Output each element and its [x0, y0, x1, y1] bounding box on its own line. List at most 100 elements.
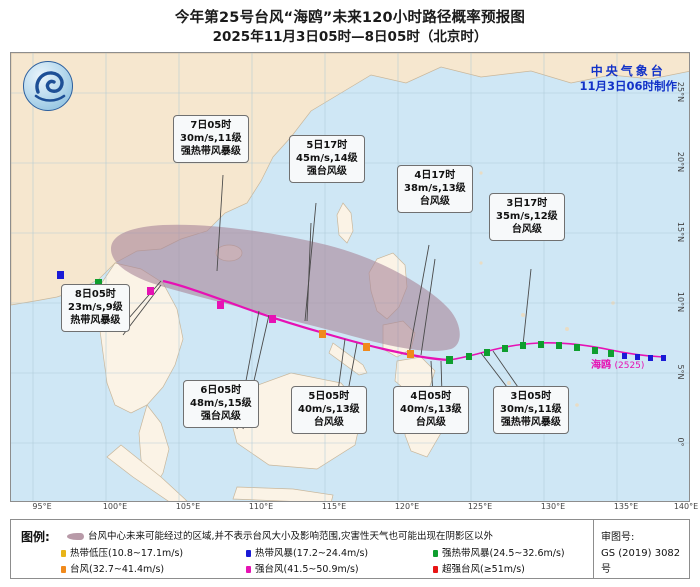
callout-category: 强热带风暴级 [500, 417, 561, 428]
map-canvas[interactable]: 中央气象台 11月3日06时制作 海鸥 (2525) 7日05时 30m/s,1… [10, 52, 690, 502]
callout-time: 5日05时 [308, 391, 350, 402]
callout-wind: 30m/s,11级 [180, 133, 242, 144]
map-geometry [11, 53, 689, 501]
callout-category: 台风级 [419, 196, 450, 207]
lon-tick: 120°E [394, 502, 420, 511]
lat-tick: 15°N [676, 221, 685, 243]
map-approval-number: GS (2019) 3082号 [601, 548, 681, 575]
cone-swatch-icon [67, 533, 84, 540]
landmass-taiwan [336, 202, 354, 244]
agency-issue-time: 11月3日06时制作 [579, 79, 677, 93]
page-title: 今年第25号台风“海鸥”未来120小时路径概率预报图 2025年11月3日05时… [0, 8, 700, 47]
lat-tick: 20°N [676, 151, 685, 173]
lon-tick: 140°E [673, 502, 699, 511]
legend-cat-range: (10.8~17.1m/s) [108, 548, 184, 559]
callout-wind: 30m/s,11级 [500, 404, 562, 415]
callout-category: 强台风级 [306, 166, 347, 177]
lon-tick: 115°E [321, 502, 347, 511]
legend-item-超强台风: 超强台风(≥51m/s) [433, 561, 525, 575]
lon-tick: 125°E [467, 502, 493, 511]
agency-watermark: 中央气象台 11月3日06时制作 [579, 63, 677, 94]
callout-6日05时[interactable]: 6日05时 48m/s,15级 强台风级 [183, 380, 259, 428]
agency-name: 中央气象台 [590, 64, 666, 78]
callout-4日17时[interactable]: 4日17时 38m/s,13级 台风级 [397, 165, 473, 213]
landmass-sumatra [106, 444, 188, 501]
callout-time: 3日17时 [506, 198, 548, 209]
callout-wind: 40m/s,13级 [298, 404, 360, 415]
callout-wind: 35m/s,12级 [496, 211, 558, 222]
callout-5日05时[interactable]: 5日05时 40m/s,13级 台风级 [291, 386, 367, 434]
legend-item-热带风暴: 热带风暴(17.2~24.4m/s) [246, 545, 368, 559]
callout-time: 4日17时 [414, 170, 456, 181]
legend-item-强台风: 强台风(41.5~50.9m/s) [246, 561, 359, 575]
legend-title: 图例: [21, 530, 50, 544]
callout-time: 5日17时 [306, 140, 348, 151]
callout-time: 6日05时 [200, 385, 242, 396]
callout-3日17时[interactable]: 3日17时 35m/s,12级 台风级 [489, 193, 565, 241]
lon-tick: 130°E [540, 502, 566, 511]
landmass-palawan [328, 342, 368, 376]
lon-tick: 95°E [32, 502, 52, 511]
callout-category: 台风级 [313, 417, 344, 428]
map-approval-block: 审图号: GS (2019) 3082号 [593, 520, 689, 578]
legend-cat-range: (32.7~41.4m/s) [89, 564, 165, 575]
legend-cone-text: 台风中心未来可能经过的区域,并不表示台风大小及影响范围,灾害性天气也可能出现在阴… [88, 531, 494, 542]
callout-wind: 23m/s,9级 [68, 302, 123, 313]
legend-cone-row: 台风中心未来可能经过的区域,并不表示台风大小及影响范围,灾害性天气也可能出现在阴… [67, 528, 493, 542]
lon-tick: 110°E [248, 502, 274, 511]
legend-item-台风: 台风(32.7~41.4m/s) [61, 561, 164, 575]
legend-item-热带低压: 热带低压(10.8~17.1m/s) [61, 545, 183, 559]
legend-cat-name: 超强台风 [442, 564, 481, 575]
callout-wind: 38m/s,13级 [404, 183, 466, 194]
lat-tick: 10°N [676, 291, 685, 313]
legend-dot-icon [433, 566, 438, 573]
legend-cat-name: 热带低压 [70, 548, 109, 559]
storm-name-label: 海鸥 (2525) [591, 356, 644, 371]
callout-time: 7日05时 [190, 120, 232, 131]
legend-dot-icon [61, 550, 66, 557]
lon-tick: 100°E [102, 502, 128, 511]
callout-wind: 48m/s,15级 [190, 398, 252, 409]
track-points [57, 271, 666, 364]
callout-category: 热带风暴级 [70, 315, 121, 326]
legend-cat-range: (17.2~24.4m/s) [293, 548, 369, 559]
callout-time: 4日05时 [410, 391, 452, 402]
legend-cat-name: 热带风暴 [255, 548, 294, 559]
lat-tick: 25°N [676, 81, 685, 103]
legend-cat-name: 强热带风暴 [442, 548, 490, 559]
lon-tick: 135°E [613, 502, 639, 511]
storm-code-text: (2525) [614, 361, 645, 371]
callout-time: 8日05时 [74, 289, 116, 300]
callout-category: 强台风级 [200, 411, 241, 422]
callout-category: 台风级 [415, 417, 446, 428]
callout-3日05时[interactable]: 3日05时 30m/s,11级 强热带风暴级 [493, 386, 569, 434]
legend-dot-icon [433, 550, 438, 557]
latitude-axis: 25°N 20°N 15°N 10°N 5°N 0° [676, 52, 698, 502]
storm-name-text: 海鸥 [591, 360, 611, 371]
callout-category: 台风级 [511, 224, 542, 235]
landmass-java [232, 486, 334, 501]
legend-dot-icon [61, 566, 66, 573]
cma-logo-icon [23, 61, 73, 111]
legend-cat-range: (≥51m/s) [480, 564, 525, 575]
title-period: 2025年11月3日05时—8日05时（北京时） [212, 29, 488, 45]
map-approval-label: 审图号: [601, 532, 635, 543]
legend-cat-range: (41.5~50.9m/s) [283, 564, 359, 575]
callout-wind: 40m/s,13级 [400, 404, 462, 415]
callout-8日05时[interactable]: 8日05时 23m/s,9级 热带风暴级 [61, 284, 130, 332]
legend-cat-name: 台风 [70, 564, 90, 575]
legend: 图例: 台风中心未来可能经过的区域,并不表示台风大小及影响范围,灾害性天气也可能… [10, 519, 690, 579]
callout-category: 强热带风暴级 [180, 146, 241, 157]
title-main: 今年第25号台风“海鸥”未来120小时路径概率预报图 [174, 10, 526, 26]
lat-tick: 0° [676, 437, 685, 447]
legend-cat-name: 强台风 [255, 564, 284, 575]
callout-wind: 45m/s,14级 [296, 153, 358, 164]
legend-dot-icon [246, 566, 251, 573]
callout-4日05时[interactable]: 4日05时 40m/s,13级 台风级 [393, 386, 469, 434]
lat-tick: 5°N [676, 364, 685, 380]
callout-5日17时[interactable]: 5日17时 45m/s,14级 强台风级 [289, 135, 365, 183]
legend-cat-range: (24.5~32.6m/s) [489, 548, 565, 559]
callout-7日05时[interactable]: 7日05时 30m/s,11级 强热带风暴级 [173, 115, 249, 163]
callout-time: 3日05时 [510, 391, 552, 402]
